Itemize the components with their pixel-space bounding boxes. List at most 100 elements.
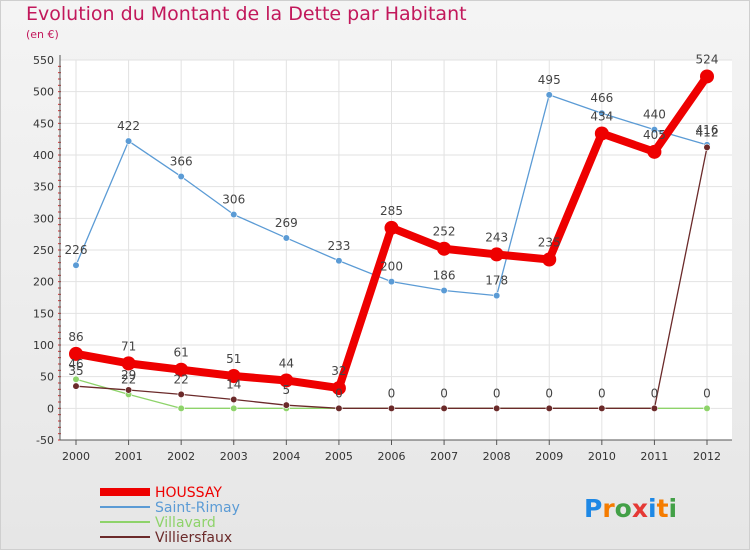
x-tick-label: 2001 bbox=[115, 450, 143, 463]
data-point bbox=[72, 375, 80, 383]
data-point bbox=[650, 126, 659, 134]
data-point bbox=[331, 381, 346, 396]
data-label: 0 bbox=[651, 386, 659, 400]
x-tick-label: 2000 bbox=[62, 450, 90, 463]
data-point bbox=[542, 252, 557, 267]
x-tick-label: 2011 bbox=[640, 450, 668, 463]
data-point bbox=[703, 143, 711, 151]
y-tick-label: 450 bbox=[33, 117, 54, 130]
data-point bbox=[545, 91, 553, 99]
data-label: 86 bbox=[68, 330, 83, 344]
y-tick-label: 350 bbox=[33, 181, 54, 194]
data-point bbox=[230, 210, 238, 219]
x-tick-label: 2009 bbox=[535, 450, 563, 463]
data-label: 61 bbox=[174, 346, 189, 360]
y-tick-label: -50 bbox=[36, 434, 54, 447]
data-label: 22 bbox=[121, 372, 136, 386]
data-point bbox=[177, 390, 185, 399]
data-label: 233 bbox=[327, 239, 350, 253]
data-label: 422 bbox=[117, 119, 140, 133]
data-point bbox=[594, 126, 609, 141]
data-point bbox=[703, 404, 711, 412]
data-point bbox=[545, 404, 553, 412]
x-tick-label: 2005 bbox=[325, 450, 353, 463]
data-point bbox=[489, 247, 504, 262]
data-point bbox=[279, 373, 294, 388]
data-point bbox=[177, 404, 185, 412]
data-point bbox=[177, 172, 185, 181]
logo-text: Proxiti bbox=[584, 494, 677, 523]
data-label: 44 bbox=[279, 356, 294, 370]
data-point bbox=[493, 404, 501, 412]
data-label: 306 bbox=[222, 193, 245, 207]
x-tick-label: 2003 bbox=[220, 450, 248, 463]
data-point bbox=[335, 257, 343, 265]
y-tick-label: 0 bbox=[47, 402, 54, 415]
data-point bbox=[124, 137, 133, 145]
x-tick-label: 2008 bbox=[483, 450, 511, 463]
y-tick-label: 550 bbox=[33, 54, 54, 67]
logo-letter: i bbox=[648, 494, 657, 523]
data-point bbox=[387, 278, 396, 286]
legend-label: Villavard bbox=[155, 515, 216, 531]
data-label: 46 bbox=[68, 357, 83, 371]
x-tick-label: 2006 bbox=[378, 450, 406, 463]
data-label: 186 bbox=[433, 269, 456, 283]
data-point bbox=[174, 362, 189, 377]
x-tick-label: 2007 bbox=[430, 450, 458, 463]
data-label: 22 bbox=[174, 372, 189, 386]
data-label: 14 bbox=[226, 377, 241, 391]
data-label: 226 bbox=[65, 243, 88, 257]
data-point bbox=[121, 356, 136, 371]
data-point bbox=[700, 69, 714, 84]
data-point bbox=[387, 404, 396, 412]
data-label: 32 bbox=[331, 364, 346, 378]
y-tick-label: 500 bbox=[33, 86, 54, 99]
data-point bbox=[650, 404, 659, 412]
grid bbox=[60, 59, 732, 441]
data-point bbox=[647, 144, 662, 159]
data-point bbox=[384, 220, 399, 235]
data-label: 0 bbox=[598, 386, 606, 400]
x-tick-label: 2010 bbox=[588, 450, 616, 463]
chart-subtitle: (en €) bbox=[26, 28, 59, 41]
data-point bbox=[72, 382, 80, 390]
data-label: 5 bbox=[283, 383, 291, 397]
y-tick-label: 200 bbox=[33, 276, 54, 289]
axes: -500501001502002503003504004505005502000… bbox=[33, 54, 732, 463]
data-point bbox=[69, 346, 83, 361]
data-point bbox=[493, 292, 501, 300]
legend-label: Saint-Rimay bbox=[155, 500, 240, 516]
data-label: 0 bbox=[440, 386, 448, 400]
data-label: 434 bbox=[590, 109, 613, 123]
logo-letter: t bbox=[657, 494, 669, 523]
data-label: 252 bbox=[433, 225, 456, 239]
data-label: 0 bbox=[388, 386, 396, 400]
data-label: 405 bbox=[643, 128, 666, 142]
data-point bbox=[598, 109, 606, 117]
data-point bbox=[226, 369, 241, 384]
proxiti-logo: Proxiti bbox=[584, 494, 677, 523]
value-labels: 86 71 61 51 44 32 285 252 243 235 434 405 524 226 422 3… bbox=[65, 52, 719, 400]
data-label: 51 bbox=[226, 352, 241, 366]
data-label: 200 bbox=[380, 260, 403, 274]
data-label: 0 bbox=[703, 386, 711, 400]
y-tick-label: 250 bbox=[33, 244, 54, 257]
data-label: 235 bbox=[538, 236, 561, 250]
data-label: 524 bbox=[696, 52, 719, 66]
x-tick-label: 2002 bbox=[167, 450, 195, 463]
logo-letter: P bbox=[584, 494, 602, 523]
data-label: 366 bbox=[170, 155, 193, 169]
logo-letter: r bbox=[602, 494, 615, 523]
y-tick-label: 400 bbox=[33, 149, 54, 162]
data-label: 416 bbox=[696, 123, 719, 137]
data-point bbox=[72, 261, 80, 269]
data-point bbox=[440, 286, 448, 295]
logo-letter: x bbox=[632, 494, 648, 523]
data-label: 35 bbox=[68, 364, 83, 378]
data-label: 243 bbox=[485, 230, 508, 244]
data-label: 495 bbox=[538, 73, 561, 87]
series-lines bbox=[69, 69, 714, 412]
